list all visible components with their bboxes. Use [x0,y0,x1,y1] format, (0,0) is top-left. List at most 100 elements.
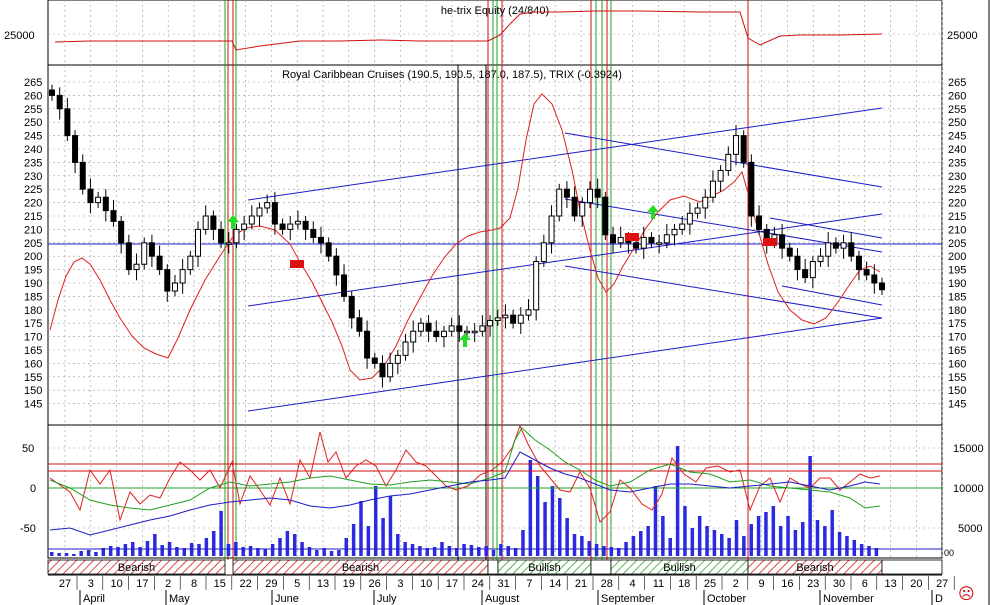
price-tick-left: 195 [24,265,42,277]
candle-body [341,274,348,297]
candle-body [756,215,763,230]
candle-body [325,242,332,257]
indicator-right-tick-5000: 5000 [958,523,982,535]
candle-body [156,255,163,271]
candle-body [656,242,663,245]
month-label: June [275,593,299,605]
volume-bar [292,534,297,556]
channel-line-lower-rising [247,317,883,412]
regime-segment [881,559,943,575]
day-label: 20 [910,578,922,590]
candle-body [709,180,716,198]
candle-body [563,188,570,198]
day-label: 17 [136,578,148,590]
volume-bar [432,547,437,556]
volume-bars [48,446,942,556]
volume-bar [616,548,621,556]
price-tick-right: 210 [948,224,966,236]
candle-body [832,242,839,249]
candle-body [317,236,324,244]
day-label: 13 [317,578,329,590]
volume-bar [241,547,245,556]
volume-bar [499,544,503,556]
candle-body [79,161,86,190]
volume-bar [661,516,665,556]
day-label: 8 [191,578,197,590]
volume-bar [845,536,849,556]
candle-body [171,282,178,292]
volume-bar [727,538,731,556]
volume-bar [602,546,606,556]
candle-body [848,242,855,257]
volume-bar [535,476,540,556]
volume-bar [786,516,790,556]
volume-bar [101,548,106,556]
price-tick-left: 215 [24,211,42,223]
candle-body [271,202,278,225]
indicator-blue-oscillator [49,451,881,536]
channel-line-upper-rising [247,107,883,201]
candle-body [663,234,670,244]
indicator-red-oscillator [49,424,881,523]
volume-bar [219,511,223,556]
day-label: 30 [833,578,845,590]
grid-lines [48,0,943,558]
volume-bar [160,545,164,556]
price-tick-left: 260 [24,90,42,102]
candle-body [294,220,301,225]
volume-bar [315,550,319,556]
candle-body [840,242,847,249]
volume-bar [668,538,672,556]
day-label: 13 [884,578,896,590]
price-tick-right: 170 [948,332,966,344]
equity-tick-right: 25000 [947,30,978,42]
indicator-right-tick-10000: 10000 [953,483,984,495]
day-label: 5 [294,578,300,590]
volume-bar [793,530,798,556]
price-tick-right: 260 [948,90,966,102]
volume-bar [373,486,378,556]
candle-body [64,108,71,137]
price-tick-right: 165 [948,345,966,357]
regime-bar: Bearish Bearish Bullish Bullish Bearish [47,559,943,575]
candle-body [809,261,816,279]
candle-body [72,135,79,163]
indicator-green-oscillator [49,427,881,511]
price-tick-left: 250 [24,117,42,129]
candle-body [617,236,624,244]
volume-bar [815,520,820,556]
candle-body [494,317,501,322]
price-tick-left: 265 [24,77,42,89]
volume-bar [204,538,209,556]
candle-body [356,317,363,332]
volume-bar [351,524,356,556]
signal-vertical-lines [224,0,749,560]
candle-body [410,330,417,343]
volume-bar [418,546,422,556]
candle-body [233,228,240,244]
candle-body [433,330,440,338]
volume-bar [256,548,260,556]
price-tick-right: 250 [948,117,966,129]
candle-body [479,325,486,332]
candle-body [855,255,862,271]
month-label: May [169,593,190,605]
sell-marker-icon [290,260,304,268]
price-tick-left: 210 [24,224,42,236]
candle-body [417,322,424,332]
candle-body [348,295,355,319]
candle-body [633,242,640,249]
candle-body [571,196,578,217]
volume-bar [211,531,216,556]
candle-body [49,89,55,96]
volume-bar [270,544,275,556]
volume-bar [867,546,871,556]
volume-bar [123,544,128,556]
candle-body [218,228,225,244]
price-tick-left: 220 [24,198,42,210]
volume-bar [764,512,768,556]
candle-body [110,210,117,222]
candle-body [548,215,555,244]
candle-body [594,188,601,198]
price-tick-left: 225 [24,184,42,196]
